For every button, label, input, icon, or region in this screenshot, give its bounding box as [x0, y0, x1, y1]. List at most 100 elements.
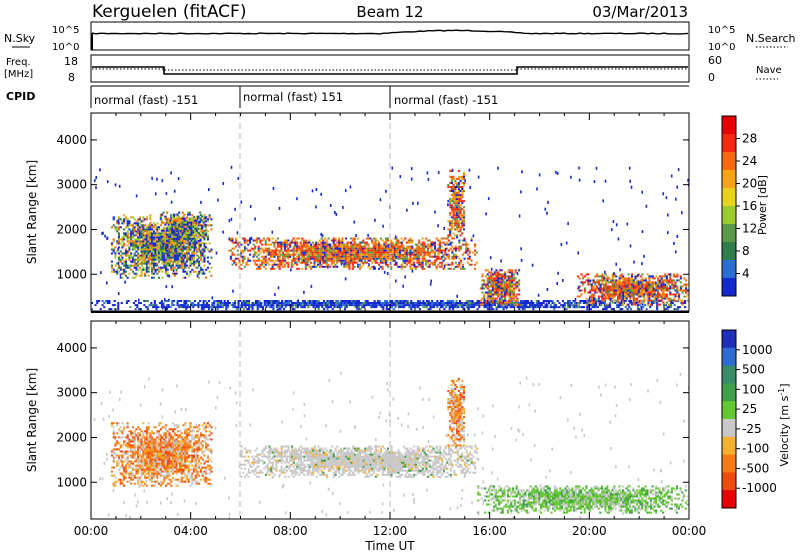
echo-cell — [647, 288, 649, 290]
echo-cell — [469, 250, 471, 252]
echo-cell — [314, 254, 316, 256]
echo-cell — [603, 290, 605, 292]
echo-cell — [203, 232, 205, 234]
echo-cell — [451, 242, 453, 244]
echo-cell — [508, 286, 510, 288]
echo-cell — [366, 252, 368, 254]
echo-cell — [678, 298, 680, 300]
echo-cell — [135, 300, 137, 302]
echo-scatter — [557, 172, 559, 175]
echo-cell — [515, 288, 517, 290]
echo-cell — [415, 306, 417, 308]
echo-cell — [638, 302, 640, 304]
echo-cell — [171, 244, 173, 246]
echo-cell — [657, 292, 659, 294]
echo-cell — [444, 244, 446, 246]
echo-cell — [341, 240, 343, 242]
echo-cell — [361, 306, 363, 308]
echo-cell — [373, 248, 375, 250]
echo-cell — [390, 248, 392, 250]
echo-cell — [128, 247, 130, 249]
echo-cell — [275, 248, 277, 250]
echo-cell — [272, 268, 274, 270]
echo-cell — [564, 304, 566, 306]
echo-cell — [233, 260, 235, 262]
echo-cell — [139, 228, 141, 230]
echo-cell — [151, 247, 153, 249]
echo-cell — [199, 228, 201, 230]
echo-cell — [422, 252, 424, 254]
echo-cell — [409, 266, 411, 268]
echo-cell — [362, 252, 364, 254]
echo-cell — [663, 306, 665, 308]
echo-cell — [111, 271, 113, 273]
echo-cell — [322, 250, 324, 252]
echo-cell — [378, 248, 380, 250]
echo-cell — [282, 260, 284, 262]
echo-cell — [622, 294, 624, 296]
echo-cell — [385, 256, 387, 258]
echo-cell — [96, 302, 98, 304]
echo-cell — [449, 308, 451, 310]
echo-cell — [460, 228, 462, 230]
echo-cell — [643, 298, 645, 300]
echo-cell — [522, 300, 524, 302]
echo-cell — [481, 284, 483, 286]
echo-cell — [401, 268, 403, 270]
echo-cell — [228, 250, 230, 252]
echo-cell — [437, 240, 439, 242]
echo-cell — [495, 269, 497, 271]
echo-cell — [135, 273, 137, 275]
echo-cell — [378, 258, 380, 260]
echo-cell — [158, 271, 160, 273]
echo-cell — [638, 292, 640, 294]
echo-cell — [499, 306, 501, 308]
noise-right-tick-bottom: 10^0 — [708, 42, 735, 53]
echo-cell — [497, 277, 499, 279]
echo-cell — [291, 250, 293, 252]
echo-cell — [582, 277, 584, 279]
echo-cell — [447, 302, 449, 304]
echo-cell — [501, 296, 503, 298]
echo-cell — [175, 224, 177, 226]
echo-cell — [256, 268, 258, 270]
echo-cell — [553, 302, 555, 304]
echo-cell — [127, 245, 129, 247]
echo-cell — [453, 194, 455, 196]
echo-cell — [403, 302, 405, 304]
echo-cell — [305, 266, 307, 268]
echo-cell — [354, 254, 356, 256]
echo-cell — [548, 302, 550, 304]
echo-cell — [225, 308, 227, 310]
echo-cell — [504, 271, 506, 273]
echo-cell — [455, 254, 457, 256]
echo-cell — [582, 284, 584, 286]
echo-cell — [457, 264, 459, 266]
echo-cell — [607, 275, 609, 277]
echo-cell — [198, 271, 200, 273]
echo-cell — [504, 296, 506, 298]
echo-cell — [641, 281, 643, 283]
echo-cell — [447, 184, 449, 186]
echo-cell — [378, 242, 380, 244]
echo-cell — [168, 228, 170, 230]
echo-cell — [657, 290, 659, 292]
echo-cell — [279, 244, 281, 246]
echo-cell — [354, 246, 356, 248]
echo-cell — [155, 234, 157, 236]
echo-cell — [307, 264, 309, 266]
echo-cell — [259, 252, 261, 254]
echo-cell — [432, 262, 434, 264]
echo-cell — [377, 300, 379, 302]
echo-cell — [460, 222, 462, 224]
echo-cell — [158, 243, 160, 245]
echo-cell — [397, 244, 399, 246]
echo-cell — [450, 248, 452, 250]
echo-cell — [456, 214, 458, 216]
echo-cell — [331, 262, 333, 264]
echo-cell — [130, 269, 132, 271]
echo-cell — [298, 260, 300, 262]
echo-cell — [133, 302, 135, 304]
echo-cell — [158, 249, 160, 251]
echo-cell — [366, 250, 368, 252]
